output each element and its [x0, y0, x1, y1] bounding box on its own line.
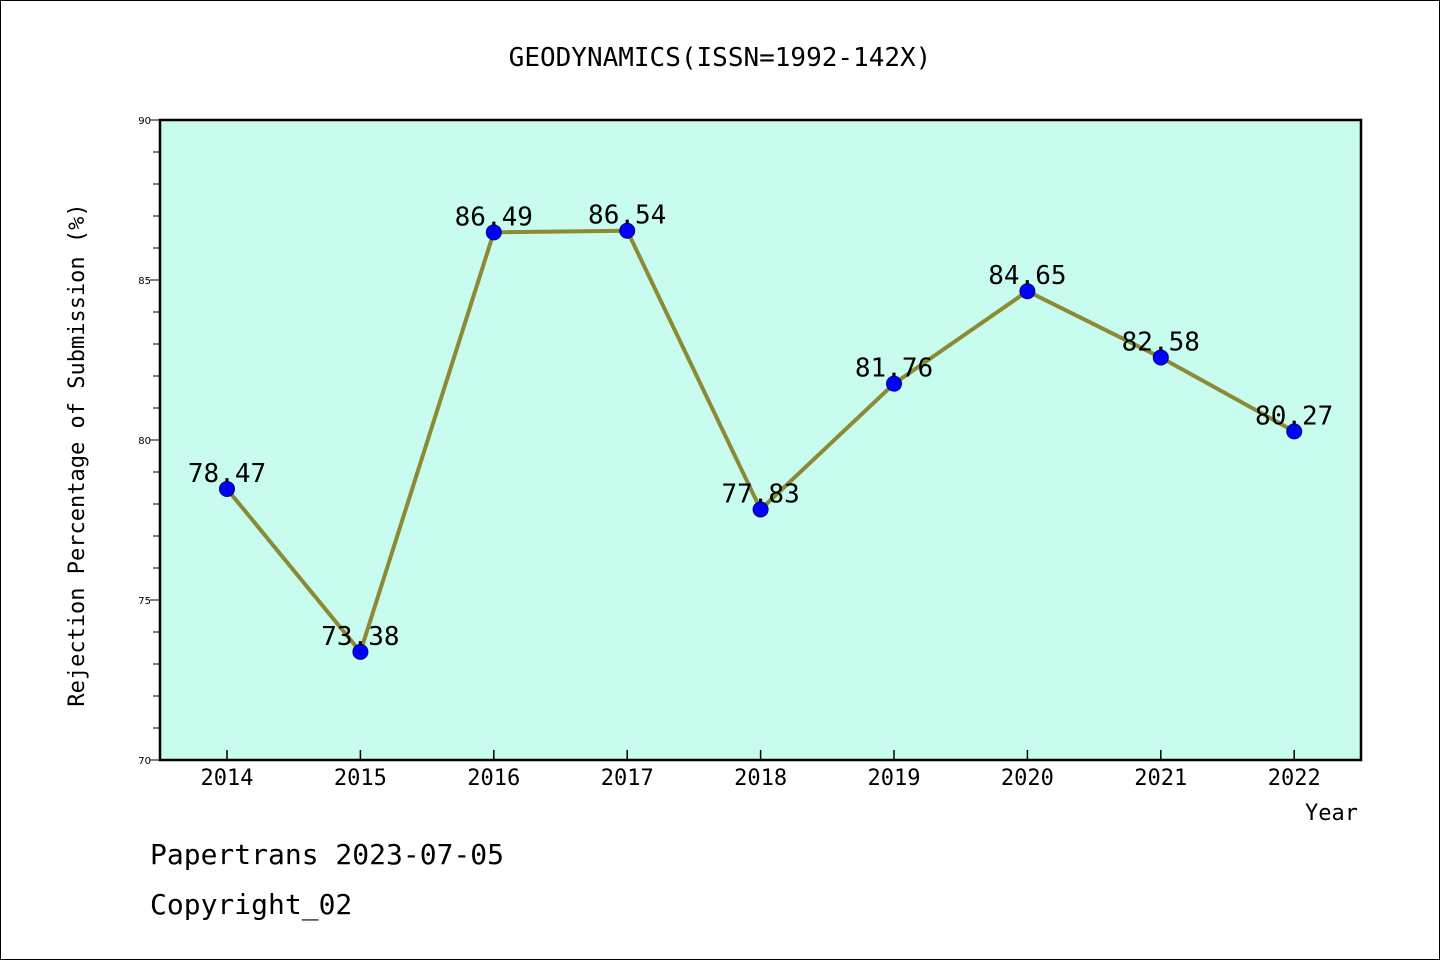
- x-tick-label: 2020: [1001, 766, 1054, 791]
- x-tick-label: 2017: [601, 766, 654, 791]
- data-point: [219, 480, 235, 497]
- x-tick-label: 2015: [334, 766, 387, 791]
- footer-date: Papertrans 2023-07-05: [150, 838, 504, 871]
- data-point: [1152, 349, 1169, 366]
- data-labels: 78.47 73.38 86.49 86.54 77.83 81.76 84.65 82.58…: [188, 201, 1333, 652]
- y-tick-label: 85: [138, 276, 151, 287]
- data-label: 82.58: [1122, 327, 1200, 357]
- y-tick-label: 90: [138, 116, 151, 127]
- data-point: [619, 222, 636, 239]
- data-label: 84.65: [988, 261, 1066, 291]
- data-point: [1286, 423, 1303, 440]
- y-axis-label: Rejection Percentage of Submission (%): [65, 203, 90, 706]
- data-label: 77.83: [721, 479, 799, 509]
- y-axis: 70 75 80 85 90: [138, 116, 160, 767]
- x-axis: 2014 2015 2016 2017 2018 2019 2020 2021 2022: [201, 750, 1321, 791]
- chart-title: GEODYNAMICS(ISSN=1992-142X): [509, 43, 932, 73]
- x-tick-label: 2014: [201, 766, 254, 791]
- plot-area: [158, 118, 1363, 762]
- x-tick-label: 2022: [1268, 766, 1321, 791]
- y-tick-label: 70: [138, 756, 151, 767]
- data-label: 73.38: [321, 622, 399, 652]
- data-label: 86.54: [588, 201, 666, 231]
- x-tick-label: 2018: [734, 766, 787, 791]
- data-point: [352, 643, 369, 660]
- data-label: 81.76: [855, 354, 933, 384]
- data-label: 86.49: [455, 202, 533, 232]
- x-axis-label: Year: [1305, 801, 1358, 826]
- data-point: [485, 224, 502, 241]
- y-tick-label: 75: [138, 596, 151, 607]
- x-tick-label: 2016: [467, 766, 520, 791]
- data-point: [752, 501, 769, 518]
- data-point: [1019, 283, 1036, 300]
- footer-copyright: Copyright_02: [150, 888, 352, 922]
- series-markers: [219, 222, 1303, 660]
- y-tick-label: 80: [138, 436, 151, 447]
- x-tick-label: 2021: [1134, 766, 1187, 791]
- data-point: [886, 375, 902, 392]
- data-label: 78.47: [188, 459, 266, 489]
- data-label: 80.27: [1255, 401, 1333, 431]
- x-tick-label: 2019: [868, 766, 921, 791]
